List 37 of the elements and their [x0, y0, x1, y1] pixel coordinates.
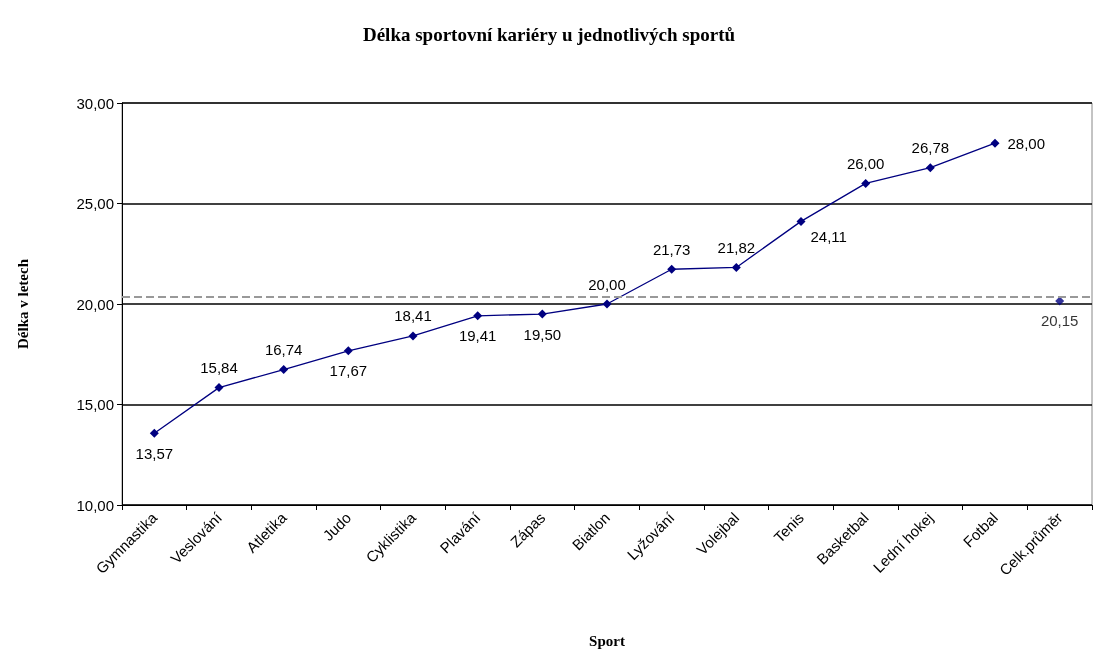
- point: [279, 365, 289, 375]
- data-label: 15,84: [200, 359, 238, 377]
- data-label: 19,41: [458, 327, 497, 345]
- data-label: 19,50: [523, 325, 562, 343]
- data-label: 26,78: [911, 139, 950, 157]
- data-label: 21,73: [652, 240, 691, 258]
- point: [343, 346, 353, 356]
- point: [731, 262, 741, 272]
- data-label: 20,00: [588, 275, 626, 293]
- point: [925, 163, 935, 173]
- y-tick-label: 15,00: [76, 396, 114, 413]
- data-label: 18,41: [394, 307, 432, 325]
- y-axis-title: Délka v letech: [14, 258, 31, 349]
- point: [861, 178, 871, 188]
- point: [408, 331, 418, 341]
- data-label: 17,67: [329, 362, 368, 380]
- data-label: 28,00: [1007, 134, 1046, 152]
- y-tick-label: 25,00: [76, 195, 114, 212]
- data-label: 13,57: [135, 444, 174, 462]
- y-tick-label: 10,00: [76, 496, 114, 514]
- data-label: 26,00: [846, 154, 885, 172]
- y-tick-label: 30,00: [76, 94, 114, 112]
- point: [667, 264, 677, 274]
- data-label: 20,15: [1040, 312, 1079, 330]
- point: [796, 216, 806, 226]
- chart-title: Délka sportovní kariéry u jednotlivých sportů: [362, 24, 736, 45]
- point: [149, 428, 159, 438]
- data-label: 21,82: [717, 238, 756, 256]
- data-label: 24,11: [810, 227, 847, 245]
- data-label: 16,74: [264, 341, 303, 359]
- point: [214, 383, 224, 393]
- point: [473, 311, 483, 321]
- point: [537, 309, 547, 319]
- x-axis-title: Sport: [589, 632, 625, 649]
- point: [990, 138, 1000, 148]
- y-tick-label: 20,00: [76, 295, 114, 313]
- point: [602, 299, 612, 309]
